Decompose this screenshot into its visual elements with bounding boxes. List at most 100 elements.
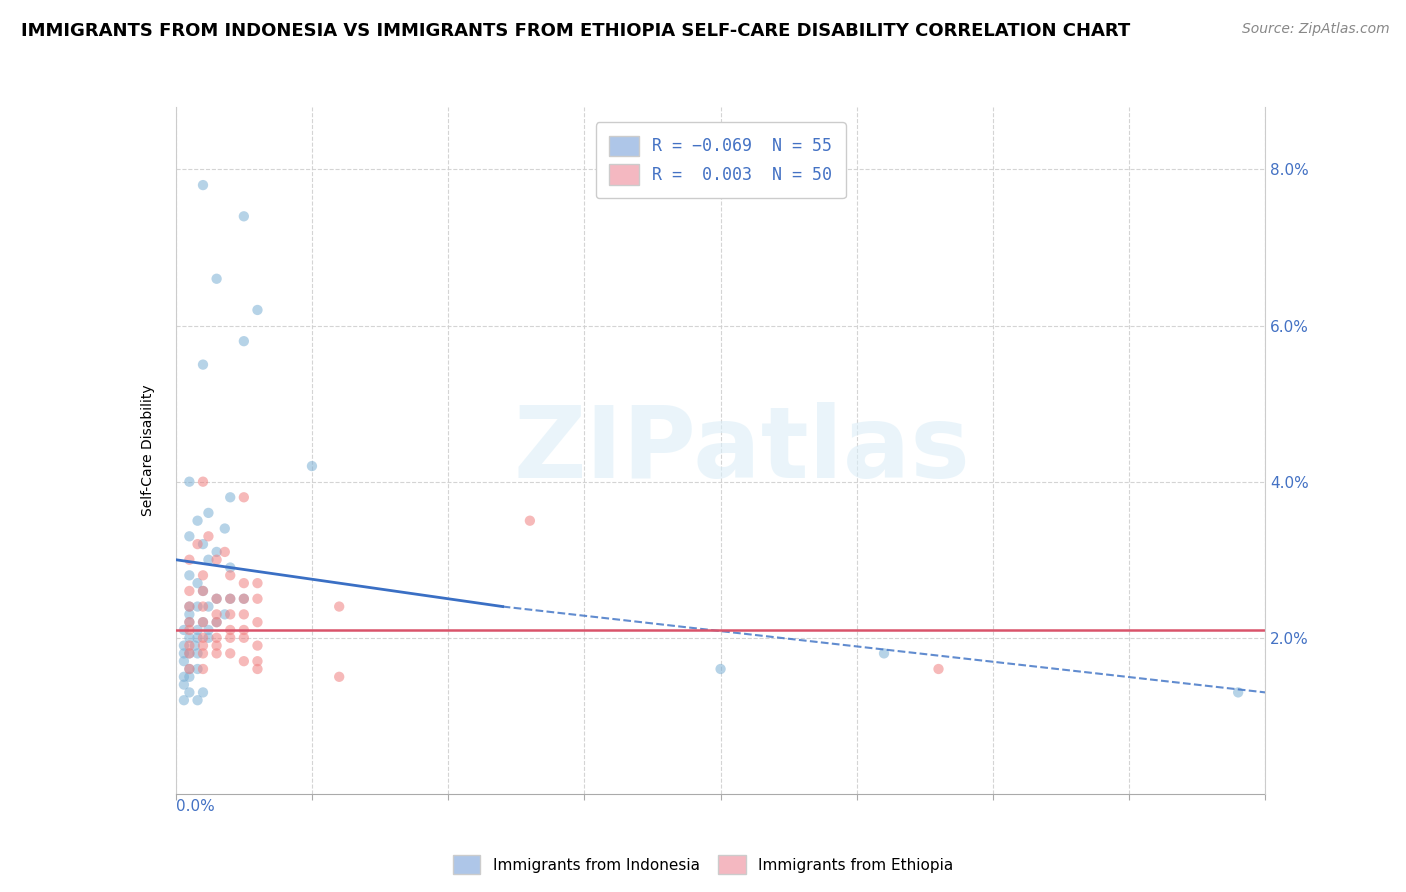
Point — [197, 599, 219, 614]
Point — [232, 334, 254, 348]
Point — [205, 591, 228, 606]
Point — [219, 646, 242, 660]
Point — [205, 646, 228, 660]
Point — [219, 568, 242, 582]
Point — [205, 271, 228, 285]
Point — [179, 599, 201, 614]
Point — [186, 576, 209, 591]
Point — [179, 662, 201, 676]
Point — [191, 646, 214, 660]
Point — [246, 303, 269, 318]
Point — [232, 576, 254, 591]
Point — [173, 639, 195, 653]
Point — [191, 615, 214, 630]
Point — [197, 529, 219, 543]
Point — [173, 646, 195, 660]
Point — [232, 591, 254, 606]
Point — [219, 591, 242, 606]
Point — [179, 568, 201, 582]
Text: ZIPatlas: ZIPatlas — [515, 402, 970, 499]
Point — [214, 607, 236, 622]
Point — [179, 670, 201, 684]
Point — [197, 631, 219, 645]
Point — [179, 646, 201, 660]
Point — [184, 639, 207, 653]
Point — [173, 678, 195, 692]
Point — [179, 615, 201, 630]
Point — [219, 623, 242, 637]
Point — [191, 615, 214, 630]
Point — [179, 599, 201, 614]
Point — [205, 615, 228, 630]
Point — [191, 631, 214, 645]
Point — [205, 639, 228, 653]
Point — [205, 607, 228, 622]
Point — [246, 654, 269, 668]
Point — [191, 583, 214, 598]
Point — [179, 529, 201, 543]
Point — [173, 670, 195, 684]
Point — [232, 631, 254, 645]
Point — [301, 458, 323, 473]
Text: Source: ZipAtlas.com: Source: ZipAtlas.com — [1241, 22, 1389, 37]
Point — [246, 591, 269, 606]
Point — [246, 662, 269, 676]
Point — [173, 693, 195, 707]
Point — [186, 693, 209, 707]
Point — [186, 599, 209, 614]
Y-axis label: Self-Care Disability: Self-Care Disability — [141, 384, 155, 516]
Point — [710, 662, 733, 676]
Point — [186, 662, 209, 676]
Point — [191, 639, 214, 653]
Point — [219, 490, 242, 504]
Point — [179, 639, 201, 653]
Point — [179, 623, 201, 637]
Point — [191, 599, 214, 614]
Point — [219, 607, 242, 622]
Point — [197, 552, 219, 567]
Point — [179, 646, 201, 660]
Point — [219, 591, 242, 606]
Point — [179, 552, 201, 567]
Point — [205, 552, 228, 567]
Point — [232, 591, 254, 606]
Point — [179, 615, 201, 630]
Point — [246, 639, 269, 653]
Point — [219, 560, 242, 574]
Point — [928, 662, 950, 676]
Point — [205, 591, 228, 606]
Point — [173, 654, 195, 668]
Point — [179, 685, 201, 699]
Point — [232, 623, 254, 637]
Point — [197, 506, 219, 520]
Point — [191, 475, 214, 489]
Point — [205, 615, 228, 630]
Point — [214, 545, 236, 559]
Point — [173, 623, 195, 637]
Point — [191, 583, 214, 598]
Legend: R = −0.069  N = 55, R =  0.003  N = 50: R = −0.069 N = 55, R = 0.003 N = 50 — [596, 122, 845, 198]
Point — [179, 631, 201, 645]
Point — [197, 623, 219, 637]
Point — [232, 607, 254, 622]
Point — [191, 568, 214, 582]
Text: 0.0%: 0.0% — [176, 799, 215, 814]
Point — [232, 490, 254, 504]
Point — [519, 514, 541, 528]
Point — [191, 358, 214, 372]
Legend: Immigrants from Indonesia, Immigrants from Ethiopia: Immigrants from Indonesia, Immigrants fr… — [447, 849, 959, 880]
Point — [186, 631, 209, 645]
Point — [232, 654, 254, 668]
Point — [1227, 685, 1250, 699]
Point — [205, 631, 228, 645]
Point — [186, 646, 209, 660]
Point — [191, 662, 214, 676]
Point — [246, 615, 269, 630]
Point — [328, 670, 350, 684]
Point — [191, 178, 214, 192]
Point — [873, 646, 896, 660]
Point — [205, 545, 228, 559]
Point — [179, 607, 201, 622]
Point — [179, 662, 201, 676]
Point — [219, 631, 242, 645]
